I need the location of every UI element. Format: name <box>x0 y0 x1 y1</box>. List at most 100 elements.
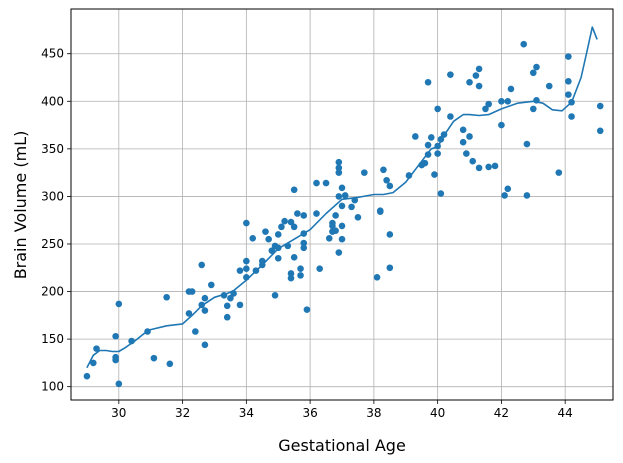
data-point <box>466 78 473 86</box>
data-point <box>297 272 304 279</box>
x-tick-label: 42 <box>494 406 509 420</box>
data-point <box>338 235 346 243</box>
data-point <box>361 169 368 176</box>
data-point <box>112 356 119 364</box>
data-point <box>265 235 272 243</box>
x-tick-label: 38 <box>366 406 381 420</box>
data-point <box>533 97 540 104</box>
data-point <box>243 257 250 265</box>
data-point <box>192 328 199 335</box>
data-point <box>278 223 285 231</box>
data-point <box>329 219 336 227</box>
data-point <box>434 150 441 157</box>
data-point <box>338 202 346 210</box>
data-point <box>166 360 174 368</box>
data-point <box>565 91 572 98</box>
data-point <box>504 97 512 105</box>
data-point <box>128 337 135 345</box>
data-point <box>475 65 483 73</box>
data-point <box>335 164 343 172</box>
data-point <box>201 294 209 302</box>
data-point <box>300 239 308 247</box>
data-point <box>351 196 359 204</box>
data-point <box>243 265 250 273</box>
data-point <box>252 267 260 274</box>
data-point <box>498 121 505 129</box>
data-point <box>437 190 445 197</box>
data-point <box>520 40 528 48</box>
data-point <box>498 97 505 105</box>
fit-line-layer <box>86 26 598 369</box>
data-point <box>482 105 489 113</box>
fit-line <box>86 26 598 369</box>
x-tick-label: 40 <box>430 406 445 420</box>
data-point <box>284 242 292 250</box>
data-point <box>386 231 394 238</box>
data-point <box>555 169 563 176</box>
data-point <box>440 131 448 138</box>
x-tick-label: 36 <box>302 406 317 420</box>
x-tick-label: 44 <box>558 406 573 420</box>
data-point <box>485 163 492 171</box>
y-tick-label: 400 <box>41 94 64 108</box>
data-point <box>90 359 97 367</box>
data-point <box>201 307 209 314</box>
x-tick-label: 32 <box>175 406 190 420</box>
data-point <box>112 332 119 340</box>
data-point <box>335 249 343 256</box>
data-point <box>258 257 266 265</box>
data-point <box>188 288 196 295</box>
data-point <box>338 222 346 230</box>
data-point <box>596 102 604 110</box>
data-point <box>223 313 231 321</box>
data-point <box>322 179 330 187</box>
data-point <box>504 185 512 193</box>
x-tick-label: 34 <box>239 406 254 420</box>
data-point <box>332 212 339 219</box>
data-point <box>427 134 435 141</box>
data-point <box>447 71 454 78</box>
data-point <box>383 176 390 184</box>
data-point <box>303 306 311 313</box>
data-point <box>243 219 250 227</box>
data-point <box>424 78 432 86</box>
data-point <box>150 354 158 362</box>
data-point <box>533 63 540 71</box>
data-point <box>198 301 206 309</box>
data-point <box>313 179 320 187</box>
data-point <box>236 301 244 309</box>
data-point <box>290 186 298 194</box>
data-point <box>227 294 234 302</box>
data-point <box>380 166 387 174</box>
plot-frame <box>70 8 614 401</box>
data-point <box>565 53 572 60</box>
data-point <box>434 105 441 113</box>
data-point <box>243 273 250 281</box>
data-point <box>93 345 100 352</box>
y-tick-label: 150 <box>41 332 64 346</box>
points-layer <box>83 40 604 388</box>
data-point <box>185 310 193 317</box>
data-point <box>313 210 320 217</box>
data-point <box>274 244 282 252</box>
data-point <box>421 159 429 167</box>
data-point <box>271 292 279 299</box>
data-point <box>431 171 438 178</box>
data-point <box>198 261 206 269</box>
data-point <box>287 218 295 226</box>
data-point <box>469 157 477 165</box>
data-point <box>568 113 575 120</box>
y-tick-label: 350 <box>41 142 64 156</box>
data-point <box>424 141 432 149</box>
data-point <box>545 82 553 90</box>
data-point <box>287 274 295 282</box>
data-point <box>249 234 257 242</box>
data-point <box>437 136 445 143</box>
y-tick-label: 450 <box>41 47 64 61</box>
data-point <box>201 341 209 349</box>
x-axis-label: Gestational Age <box>278 436 406 455</box>
data-point <box>434 142 441 150</box>
data-point <box>230 290 237 297</box>
